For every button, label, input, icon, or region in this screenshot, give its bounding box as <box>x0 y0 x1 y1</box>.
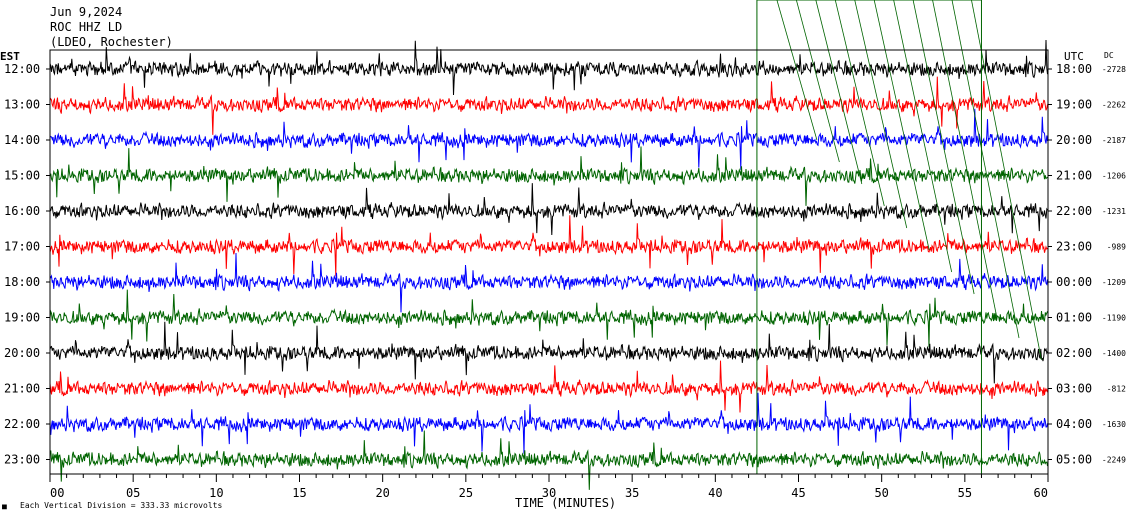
trace-1900 <box>49 289 1048 348</box>
x-axis: 00 05 10 15 20 25 30 35 40 45 50 55 60 <box>49 474 1049 500</box>
header-date: Jun 9,2024 <box>50 5 122 19</box>
dc-offset: -2262 <box>1102 101 1126 110</box>
est-label: 15:00 <box>4 169 40 183</box>
dc-offset: -2187 <box>1102 136 1126 145</box>
marker-line <box>951 0 1020 339</box>
marker-line <box>854 0 908 229</box>
trace-1600 <box>49 183 1048 236</box>
row-labels: 12:00 18:00 -2728 13:00 19:00 -2262 14:00 20:00… <box>4 62 1126 467</box>
dc-offset: -989 <box>1107 243 1126 252</box>
dc-offset: -1630 <box>1102 420 1126 429</box>
x-tick-label: 05 <box>126 486 140 500</box>
trace-1200 <box>49 39 1048 96</box>
event-marker <box>756 0 1042 474</box>
marker-line <box>795 0 840 163</box>
footer-note: Each Vertical Division = 333.33 microvol… <box>20 501 222 510</box>
trace-layer <box>49 39 1048 490</box>
utc-label: 00:00 <box>1056 275 1092 289</box>
x-tick-label: 40 <box>708 486 722 500</box>
est-label: 21:00 <box>4 382 40 396</box>
marker-box <box>756 0 982 474</box>
dc-offset: -1231 <box>1102 207 1126 216</box>
est-axis-label: EST <box>0 50 20 63</box>
scale-icon: ■ <box>2 502 7 511</box>
trace-2000 <box>49 321 1048 384</box>
est-label: 12:00 <box>4 62 40 76</box>
x-tick-label: 45 <box>791 486 805 500</box>
utc-label: 22:00 <box>1056 204 1092 218</box>
plot-frame <box>49 49 1049 475</box>
utc-axis-label: UTC <box>1064 50 1084 63</box>
header-station: (LDEO, Rochester) <box>50 35 173 49</box>
marker-line <box>815 0 863 185</box>
est-label: 18:00 <box>4 275 40 289</box>
utc-label: 04:00 <box>1056 417 1092 431</box>
marker-line <box>873 0 930 251</box>
trace-2300 <box>49 430 1048 490</box>
utc-label: 18:00 <box>1056 62 1092 76</box>
marker-line <box>834 0 885 207</box>
est-label: 23:00 <box>4 453 40 467</box>
dc-offset: -1190 <box>1102 314 1126 323</box>
est-label: 16:00 <box>4 204 40 218</box>
trace-1800 <box>49 252 1048 313</box>
est-label: 19:00 <box>4 311 40 325</box>
x-tick-label: 20 <box>375 486 389 500</box>
marker-line <box>971 0 1042 361</box>
marker-line <box>893 0 953 273</box>
trace-2200 <box>49 392 1048 454</box>
est-label: 22:00 <box>4 417 40 431</box>
marker-line <box>776 0 818 141</box>
dc-offset: -1400 <box>1102 349 1126 358</box>
x-tick-label: 30 <box>542 486 556 500</box>
x-tick-label: 10 <box>209 486 223 500</box>
x-tick-label: 00 <box>50 486 64 500</box>
utc-label: 03:00 <box>1056 382 1092 396</box>
utc-label: 01:00 <box>1056 311 1092 325</box>
dc-offset: -2249 <box>1102 456 1126 465</box>
x-tick-label: 50 <box>874 486 888 500</box>
utc-label: 23:00 <box>1056 240 1092 254</box>
marker-line <box>912 0 975 295</box>
est-label: 17:00 <box>4 240 40 254</box>
trace-1300 <box>49 76 1048 135</box>
trace-2100 <box>49 360 1048 413</box>
est-label: 20:00 <box>4 346 40 360</box>
utc-label: 21:00 <box>1056 169 1092 183</box>
x-tick-label: 25 <box>459 486 473 500</box>
marker-line <box>932 0 997 317</box>
x-tick-label: 35 <box>625 486 639 500</box>
x-axis-label: TIME (MINUTES) <box>515 496 616 510</box>
est-label: 14:00 <box>4 133 40 147</box>
utc-label: 20:00 <box>1056 133 1092 147</box>
dc-offset: -812 <box>1107 385 1126 394</box>
dc-offset: -2728 <box>1102 65 1126 74</box>
dc-offset: -1209 <box>1102 278 1126 287</box>
trace-1400 <box>49 108 1048 170</box>
dc-label: DC <box>1104 51 1114 60</box>
utc-label: 19:00 <box>1056 98 1092 112</box>
header-channel: ROC HHZ LD <box>50 20 122 34</box>
utc-label: 05:00 <box>1056 453 1092 467</box>
x-tick-label: 55 <box>958 486 972 500</box>
x-tick-label: 60 <box>1034 486 1048 500</box>
est-label: 13:00 <box>4 98 40 112</box>
dc-offset: -1206 <box>1102 172 1126 181</box>
trace-1500 <box>49 146 1048 206</box>
trace-1700 <box>49 215 1048 277</box>
utc-label: 02:00 <box>1056 346 1092 360</box>
x-tick-label: 15 <box>292 486 306 500</box>
